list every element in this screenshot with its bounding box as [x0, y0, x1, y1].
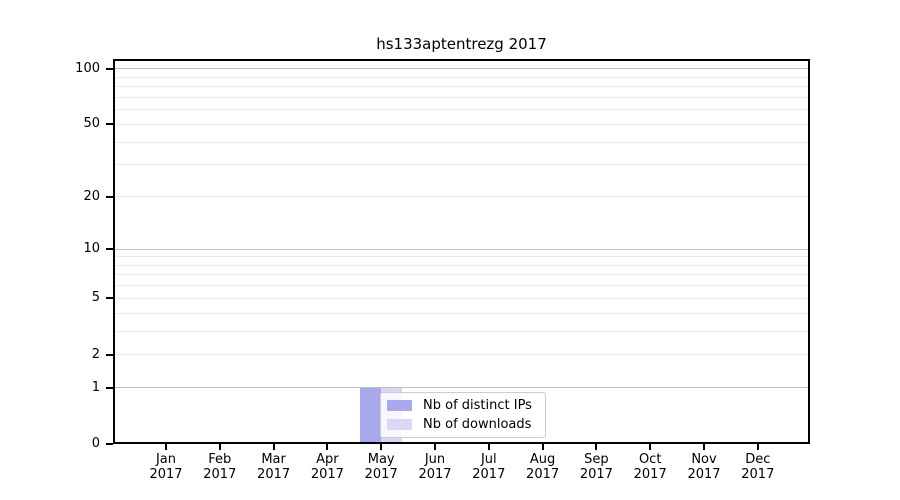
x-tick-label: Jul 2017 [472, 452, 506, 482]
x-tick-mark [595, 444, 598, 450]
gridline-90 [113, 76, 810, 78]
y-tick-mark [106, 67, 113, 70]
y-tick-label: 1 [91, 379, 100, 395]
gridline-100 [113, 68, 810, 70]
gridline-80 [113, 86, 810, 88]
y-tick-mark [106, 123, 113, 126]
x-tick-label: Apr 2017 [310, 452, 344, 482]
x-tick-label: Nov 2017 [687, 452, 721, 482]
gridline-2 [113, 354, 810, 356]
gridline-3 [113, 330, 810, 332]
x-tick-label: Oct 2017 [633, 452, 667, 482]
legend-swatch-distinct-ips-icon [387, 400, 412, 411]
gridline-60 [113, 109, 810, 111]
x-tick-label: Sep 2017 [579, 452, 613, 482]
plot-area: Nb of distinct IPs Nb of downloads [106, 59, 810, 450]
x-tick-mark [541, 444, 544, 450]
gridline-8 [113, 264, 810, 266]
gridline-20 [113, 196, 810, 197]
y-tick-mark [106, 386, 113, 389]
gridline-30 [113, 164, 810, 166]
x-tick-mark [326, 444, 329, 450]
y-tick-mark [106, 443, 113, 445]
y-tick-mark [106, 248, 113, 251]
x-tick-label: May 2017 [364, 452, 398, 482]
legend-entry-distinct-ips: Nb of distinct IPs [387, 398, 537, 414]
y-tick-label: 20 [83, 188, 100, 204]
gridline-70 [113, 96, 810, 98]
x-tick-mark [703, 444, 705, 450]
x-tick-label: Dec 2017 [741, 452, 775, 482]
x-tick-label: Mar 2017 [257, 452, 291, 482]
x-tick-label: Aug 2017 [526, 452, 560, 482]
x-tick-mark [380, 444, 383, 450]
gridline-4 [113, 312, 810, 314]
y-tick-label: 10 [83, 241, 100, 257]
x-tick-label: Jun 2017 [418, 452, 452, 482]
gridline-1 [113, 387, 810, 389]
x-tick-mark [165, 444, 167, 450]
legend-swatch-downloads-icon [387, 419, 412, 430]
x-tick-mark [487, 444, 490, 450]
chart-title: hs133aptentrezg 2017 [376, 35, 547, 53]
x-tick-mark [218, 444, 221, 450]
x-tick-mark [434, 444, 436, 450]
x-tick-label: Feb 2017 [203, 452, 237, 482]
x-tick-label: Jan 2017 [149, 452, 183, 482]
gridline-7 [113, 274, 810, 276]
legend: Nb of distinct IPs Nb of downloads [380, 392, 546, 438]
gridline-40 [113, 141, 810, 143]
y-tick-label: 5 [91, 290, 100, 306]
y-tick-label: 50 [83, 116, 100, 132]
x-tick-mark [272, 444, 275, 450]
bar-distinct-ips-may [360, 387, 382, 444]
gridline-50 [113, 123, 810, 125]
y-tick-mark [106, 195, 113, 198]
legend-label: Nb of downloads [423, 416, 532, 432]
gridline-10 [113, 248, 810, 250]
y-tick-mark [106, 297, 113, 300]
x-tick-mark [649, 444, 652, 450]
y-tick-label: 2 [91, 346, 100, 362]
y-tick-label: 0 [91, 436, 100, 451]
gridline-6 [113, 285, 810, 287]
legend-label: Nb of distinct IPs [423, 397, 532, 413]
y-tick-label: 100 [75, 60, 100, 76]
y-tick-mark [106, 353, 113, 356]
gridline-9 [113, 256, 810, 258]
legend-entry-downloads: Nb of downloads [387, 417, 537, 433]
x-tick-mark [756, 444, 759, 450]
gridline-5 [113, 297, 810, 299]
